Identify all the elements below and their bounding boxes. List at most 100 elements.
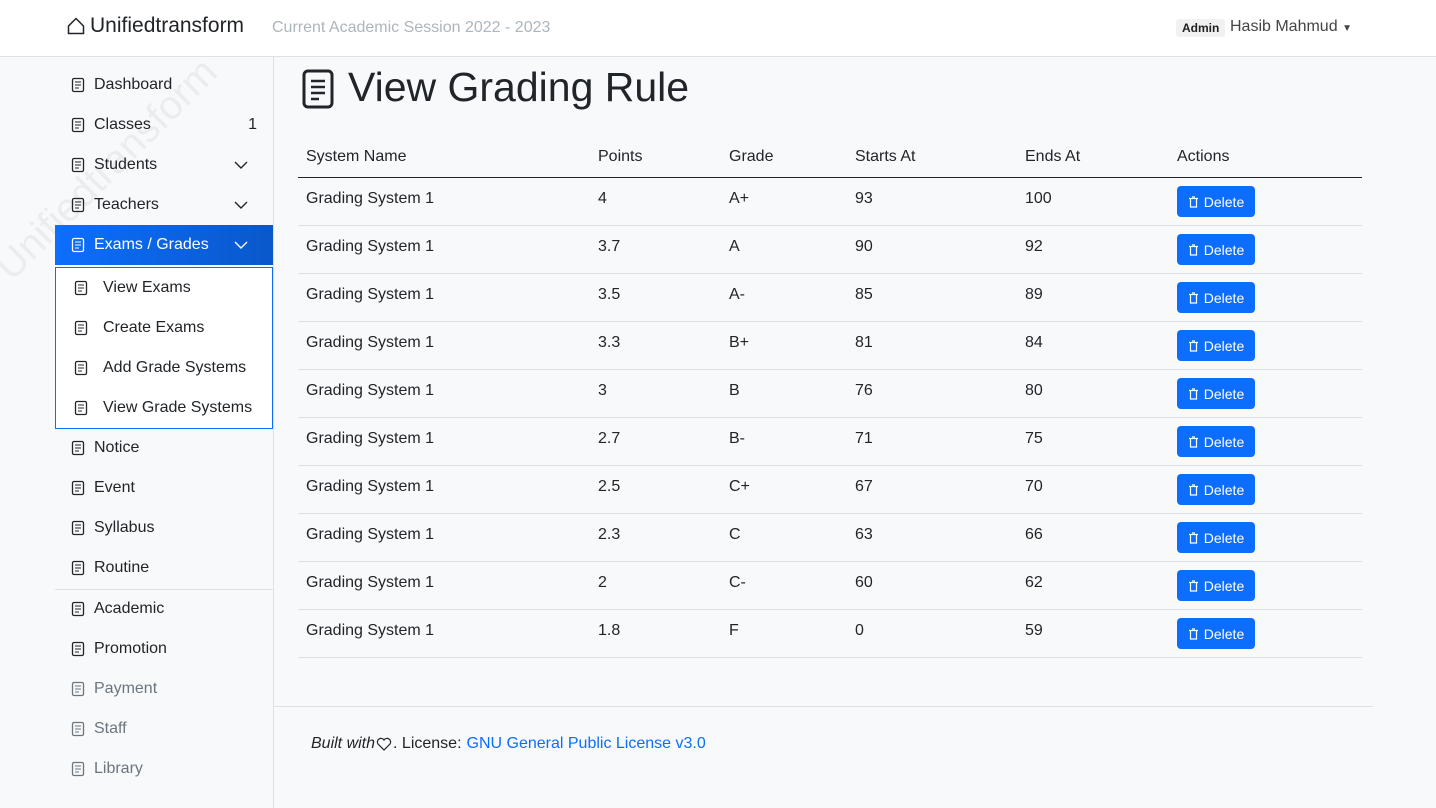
icon <box>71 721 85 737</box>
cell: 60 <box>855 574 873 591</box>
cell: 89 <box>1025 286 1043 303</box>
cell: 84 <box>1025 334 1043 351</box>
nav-item[interactable]: Syllabus <box>55 508 273 548</box>
delete-button[interactable]: Delete <box>1177 378 1255 409</box>
icon <box>74 400 88 416</box>
icon <box>71 480 85 496</box>
delete-button[interactable]: Delete <box>1177 474 1255 505</box>
cell: 1.8 <box>598 622 621 639</box>
cell: C+ <box>729 478 750 495</box>
cell: 70 <box>1025 478 1043 495</box>
nav-item[interactable]: Classes 1 <box>55 105 273 145</box>
page-title-text: View Grading Rule <box>348 64 690 110</box>
nav-item[interactable]: Library <box>55 749 273 789</box>
delete-label: Delete <box>1203 337 1245 354</box>
cell: Grading System 1 <box>306 574 435 591</box>
nav-item[interactable]: Payment <box>55 669 273 709</box>
cell: Grading System 1 <box>306 526 435 543</box>
delete-label: Delete <box>1203 529 1245 546</box>
cell: 3 <box>598 382 607 399</box>
cell: B+ <box>729 334 750 351</box>
delete-label: Delete <box>1203 433 1245 450</box>
nav-label: Teachers <box>94 196 159 213</box>
top-bar: Unifiedtransform Current Academic Sessio… <box>0 0 1436 57</box>
nav-badge: 1 <box>248 116 257 133</box>
nav-label: Notice <box>94 439 140 456</box>
nav-label: Students <box>94 156 158 173</box>
column-header: System Name <box>306 148 407 165</box>
table-row: Grading System 1 2.7 B- 71 75 Delete <box>298 418 1362 466</box>
delete-button[interactable]: Delete <box>1177 522 1255 553</box>
cell: Grading System 1 <box>306 286 435 303</box>
cell: 80 <box>1025 382 1043 399</box>
delete-label: Delete <box>1203 241 1245 258</box>
license-prefix: . License: <box>393 735 462 752</box>
submenu-item[interactable]: View Exams <box>73 268 191 308</box>
cell: Grading System 1 <box>306 382 435 399</box>
nav-item[interactable]: Academic <box>55 589 273 629</box>
nav-item[interactable]: Dashboard <box>55 65 273 105</box>
nav-item[interactable]: Staff <box>55 709 273 749</box>
nav-item[interactable]: Event <box>55 468 273 508</box>
nav-item[interactable]: Exams / Grades <box>55 225 273 265</box>
user-menu[interactable]: Hasib Mahmud ▼ <box>1230 18 1352 36</box>
submenu-label: View Exams <box>103 279 191 296</box>
trash-icon <box>1188 435 1198 448</box>
nav-item[interactable]: Students <box>55 145 273 185</box>
submenu-item[interactable]: View Grade Systems <box>73 388 252 428</box>
submenu-label: View Grade Systems <box>103 399 253 416</box>
nav-label: Academic <box>94 600 165 617</box>
trash-icon <box>1188 579 1198 592</box>
delete-button[interactable]: Delete <box>1177 186 1255 217</box>
nav-item[interactable]: Notice <box>55 428 273 468</box>
nav-item[interactable]: Promotion <box>55 629 273 669</box>
trash-icon <box>1188 387 1198 400</box>
cell: 3.5 <box>598 286 621 303</box>
column-header: Starts At <box>855 148 916 165</box>
grading-table: System Name Points Grade Starts At Ends At Ac… <box>298 138 1362 658</box>
nav-item[interactable]: Routine <box>55 548 273 588</box>
trash-icon <box>1188 243 1198 256</box>
brand[interactable]: Unifiedtransform <box>66 14 244 38</box>
nav-label: Library <box>94 760 143 777</box>
cell: 2 <box>598 574 607 591</box>
column-header: Actions <box>1177 148 1230 165</box>
heart-icon <box>376 737 392 751</box>
built-with: Built with <box>311 735 376 752</box>
column-header: Points <box>598 148 643 165</box>
table-row: Grading System 1 4 A+ 93 100 Delete <box>298 178 1362 226</box>
delete-button[interactable]: Delete <box>1177 282 1255 313</box>
table-row: Grading System 1 3.7 A 90 92 Delete <box>298 226 1362 274</box>
delete-button[interactable]: Delete <box>1177 330 1255 361</box>
nav-label: Promotion <box>94 640 167 657</box>
table-row: Grading System 1 2.5 C+ 67 70 Delete <box>298 466 1362 514</box>
cell: Grading System 1 <box>306 190 435 207</box>
nav-item[interactable]: Teachers <box>55 185 273 225</box>
cell: 100 <box>1025 190 1052 207</box>
submenu-item[interactable]: Add Grade Systems <box>73 348 246 388</box>
column-header: Grade <box>729 148 774 165</box>
submenu-item[interactable]: Create Exams <box>73 308 204 348</box>
cell: Grading System 1 <box>306 430 435 447</box>
cell: 66 <box>1025 526 1043 543</box>
trash-icon <box>1188 291 1198 304</box>
delete-button[interactable]: Delete <box>1177 618 1255 649</box>
cell: Grading System 1 <box>306 334 435 351</box>
footer-text: Built with . License: GNU General Public… <box>311 735 706 753</box>
delete-label: Delete <box>1203 577 1245 594</box>
submenu-label: Create Exams <box>103 319 205 336</box>
icon <box>71 520 85 536</box>
cell: 63 <box>855 526 873 543</box>
cell: 92 <box>1025 238 1043 255</box>
icon <box>71 77 85 93</box>
table-row: Grading System 1 3.5 A- 85 89 Delete <box>298 274 1362 322</box>
delete-button[interactable]: Delete <box>1177 234 1255 265</box>
cell: 2.3 <box>598 526 621 543</box>
delete-label: Delete <box>1203 625 1245 642</box>
brand-text: Unifiedtransform <box>90 14 245 37</box>
sidebar: Unifiedtransform Dashboard Classes 1 Studen… <box>0 57 274 808</box>
delete-button[interactable]: Delete <box>1177 426 1255 457</box>
license-link[interactable]: GNU General Public License v3.0 <box>466 735 706 752</box>
delete-button[interactable]: Delete <box>1177 570 1255 601</box>
nav-label: Dashboard <box>94 76 173 93</box>
